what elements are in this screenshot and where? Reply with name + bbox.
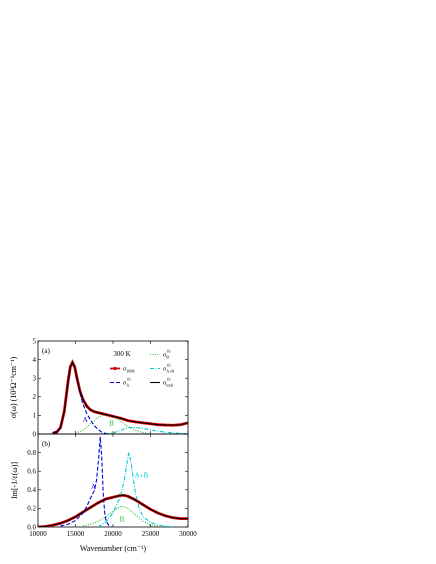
y-tick-label: 0.6 (27, 468, 36, 476)
legend-label: σA+Bfit (163, 363, 174, 374)
data-point (89, 506, 92, 509)
legend-subscript: total (166, 383, 174, 388)
data-point (38, 525, 40, 527)
x-tick-label: 15000 (67, 530, 85, 538)
y-tick-label: 0 (33, 430, 37, 438)
series-annotation: B (109, 420, 114, 428)
legend-entry: σBfit (150, 349, 171, 360)
legend-subscript: 300K (126, 369, 135, 374)
y-tick-label: 0.0 (27, 523, 36, 531)
x-tick-label: 30000 (179, 530, 197, 538)
series-annotation: A (83, 416, 88, 424)
y-tick-label: 0.4 (27, 486, 36, 494)
panel-label: (b) (42, 440, 51, 448)
legend-superscript: fit (167, 377, 171, 382)
legend-label: σ300K (123, 367, 135, 374)
legend-subscript: A (126, 383, 129, 388)
series-annotation: A (91, 483, 96, 491)
series-line (75, 413, 151, 434)
legend-label: σtotalfit (163, 377, 174, 388)
y-tick-label: 5 (33, 337, 37, 345)
series-annotation: A+B (135, 472, 149, 480)
shared-axis-text: Wavenumber (cm⁻¹) (80, 544, 147, 553)
legend-superscript: fit (127, 377, 131, 382)
legend-entry: σ300K (110, 367, 135, 374)
panel-a: 0 1 2 3 4 5 A B (a) σ(ω) (10³Ω⁻¹cm⁻¹) 300 K σ300K σA… (9, 337, 189, 438)
data-point (141, 503, 145, 507)
x-tick-label: 10000 (29, 530, 47, 538)
series-line (60, 436, 112, 527)
legend-subscript: A+B (166, 369, 174, 374)
legend-label: σBfit (163, 349, 171, 360)
y-tick-label: 4 (33, 356, 37, 364)
plot-frame (37, 433, 189, 528)
series-line (105, 426, 188, 434)
panel-label: (a) (42, 347, 50, 355)
legend-marker (113, 366, 117, 371)
series-line (52, 361, 188, 434)
y-axis-label: σ(ω) (10³Ω⁻¹cm⁻¹) (9, 356, 18, 418)
y-tick-label: 0.8 (27, 449, 36, 457)
y-tick-label: 3 (33, 375, 37, 383)
legend-superscript: fit (167, 363, 171, 368)
y-tick-label: 2 (33, 393, 37, 401)
x-tick-label: 25000 (142, 530, 160, 538)
legend-entry: σtotalfit (150, 377, 174, 388)
y-axis-label: Im[-1/ε(ω)] (10, 462, 19, 499)
legend-subscript: B (166, 355, 169, 360)
x-tick-label: 20000 (104, 530, 122, 538)
temperature-annotation: 300 K (113, 350, 130, 358)
legend-superscript: fit (167, 349, 171, 354)
x-axis-label: Wavenumber (cm⁻¹) (80, 544, 147, 553)
legend-entry: σAfit (110, 377, 131, 388)
y-tick-label: 0.2 (27, 505, 36, 513)
series-line (97, 452, 174, 527)
panel-b: 0.0 0.2 0.4 0.6 0.8 10000 15000 20000 25000 30000… (10, 433, 197, 538)
legend-label: σAfit (123, 377, 131, 388)
legend-entry: σA+Bfit (150, 363, 174, 374)
series-line (38, 494, 188, 527)
series-annotation: B (120, 515, 125, 523)
y-tick-label: 1 (33, 412, 37, 420)
